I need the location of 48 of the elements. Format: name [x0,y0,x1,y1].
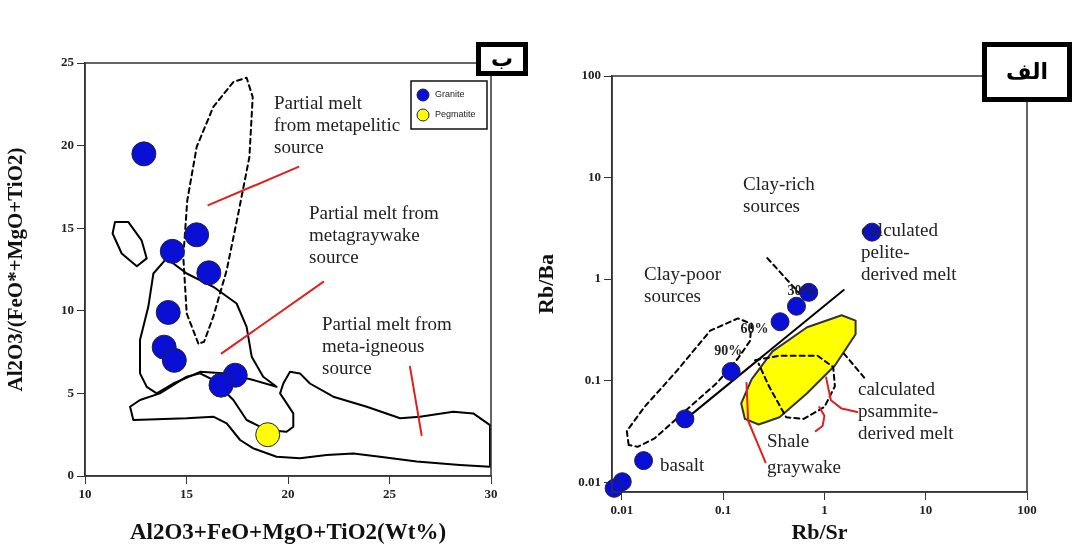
annotation: Partial melt from meta-igneous source [322,313,452,379]
point [208,372,234,398]
point [255,422,281,448]
annotation: 90% [714,343,743,359]
point [155,299,181,325]
point [184,222,210,248]
annotation: 60% [740,321,769,337]
x-tick-label: 0.01 [610,502,634,518]
y-tick-label: 0 [67,467,74,483]
x-axis-title: Rb/Sr [791,519,848,545]
annotation: Clay-poor sources [644,263,722,307]
point [196,260,222,286]
y-tick-label: 1 [594,270,601,286]
x-tick-label: 30 [484,486,498,502]
x-tick-label: 10 [919,502,933,518]
point [161,347,187,373]
point [159,238,185,264]
y-tick-label: 0.01 [578,473,601,489]
y-axis-title: Rb/Ba [532,254,558,314]
annotation: Partial melt from metagraywake source [309,202,439,268]
annotation: graywake [767,456,841,478]
annotation: Clay-rich sources [743,173,815,217]
y-tick-label: 10 [61,302,74,318]
x-tick-label: 15 [180,486,194,502]
x-tick-label: 0.1 [714,502,732,518]
y-tick-label: 15 [61,219,75,235]
annotation: الف [982,42,1072,102]
x-tick-label: 10 [78,486,92,502]
y-tick-label: 10 [588,168,601,184]
annotation: Partial melt from metapelitic source [274,92,401,158]
x-tick-label: 25 [383,486,397,502]
y-tick-label: 5 [67,384,75,400]
annotation: basalt [660,454,705,476]
y-tick-label: 20 [61,136,74,152]
y-tick-label: 100 [581,67,601,83]
point [131,141,157,167]
x-tick-label: 1 [821,502,828,518]
y-axis-title: Al2O3/(FeO*+MgO+TiO2) [3,147,28,392]
y-tick-label: 0.1 [584,371,601,387]
x-tick-label: 20 [281,486,295,502]
y-tick-label: 25 [61,54,75,70]
x-tick-label: 100 [1017,502,1037,518]
x-axis-title: Al2O3+FeO+MgO+TiO2(Wt%) [129,519,447,545]
legend-label: Granite [435,89,465,100]
annotation: calculated psammite- derived melt [858,378,954,444]
annotation: Shale [767,430,810,452]
legend-label: Pegmatite [435,109,476,120]
annotation: ب [475,42,528,76]
